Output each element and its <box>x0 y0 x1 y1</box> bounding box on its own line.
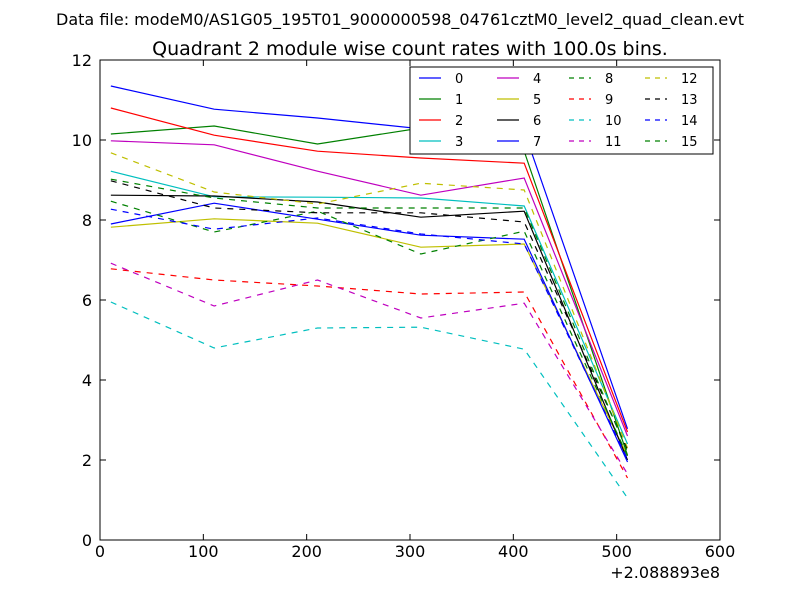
x-tick-label: 400 <box>498 542 529 561</box>
legend-label: 14 <box>681 114 698 129</box>
series-line-10 <box>110 301 629 499</box>
legend-entry-11: 11 <box>569 135 622 150</box>
legend-label: 7 <box>533 135 541 150</box>
y-tick-label: 2 <box>82 451 92 470</box>
legend-label: 6 <box>533 114 541 129</box>
x-tick-label: 0 <box>95 542 105 561</box>
series-line-15 <box>110 178 629 453</box>
legend-entry-7: 7 <box>497 135 541 150</box>
legend-label: 10 <box>605 114 622 129</box>
x-tick-label: 100 <box>188 542 219 561</box>
legend-label: 5 <box>533 93 541 108</box>
legend-entry-10: 10 <box>569 114 622 129</box>
legend-label: 8 <box>605 72 613 87</box>
series-line-6 <box>110 194 629 461</box>
legend-label: 15 <box>681 135 698 150</box>
series-line-12 <box>110 152 629 449</box>
y-tick-label: 0 <box>82 531 92 550</box>
legend-label: 9 <box>605 93 613 108</box>
chart-title: Quadrant 2 module wise count rates with … <box>152 38 668 60</box>
legend-label: 2 <box>455 114 463 129</box>
x-tick-label: 600 <box>705 542 736 561</box>
x-tick-label: 300 <box>395 542 426 561</box>
legend-entry-3: 3 <box>419 135 463 150</box>
y-axis-tick-labels: 0 2 4 6 8 10 12 <box>72 51 92 550</box>
series-line-8 <box>110 200 629 457</box>
plot-frame <box>99 59 721 541</box>
y-tick-label: 10 <box>72 131 92 150</box>
series-line-3 <box>110 170 629 445</box>
legend-entry-15: 15 <box>645 135 698 150</box>
series-line-9 <box>110 268 629 479</box>
legend-entry-6: 6 <box>497 114 541 129</box>
x-tick-label: 500 <box>601 542 632 561</box>
legend-label: 4 <box>533 72 541 87</box>
series-layer <box>110 85 629 499</box>
legend-entry-2: 2 <box>419 114 463 129</box>
series-line-14 <box>110 208 629 460</box>
legend-entry-14: 14 <box>645 114 698 129</box>
y-tick-label: 6 <box>82 291 92 310</box>
series-line-2 <box>110 107 629 433</box>
x-axis-tick-labels: 0 100 200 300 400 500 600 <box>95 542 735 561</box>
legend-entry-0: 0 <box>419 72 463 87</box>
y-tick-label: 4 <box>82 371 92 390</box>
figure-suptitle: Data file: modeM0/AS1G05_195T01_90000005… <box>56 10 744 30</box>
series-line-13 <box>110 180 629 451</box>
legend-label: 12 <box>681 72 698 87</box>
series-line-7 <box>110 202 629 463</box>
series-line-4 <box>110 140 629 437</box>
y-tick-label: 8 <box>82 211 92 230</box>
legend-entry-1: 1 <box>419 93 463 108</box>
legend-entry-13: 13 <box>645 93 698 108</box>
legend-label: 13 <box>681 93 698 108</box>
legend-label: 1 <box>455 93 463 108</box>
legend-entry-4: 4 <box>497 72 541 87</box>
legend-label: 3 <box>455 135 463 150</box>
series-line-1 <box>110 125 629 456</box>
legend-entry-12: 12 <box>645 72 698 87</box>
legend-entry-8: 8 <box>569 72 613 87</box>
x-axis-offset-label: +2.088893e8 <box>610 563 720 582</box>
legend-entry-9: 9 <box>569 93 613 108</box>
legend-label: 0 <box>455 72 463 87</box>
legend-label: 11 <box>605 135 622 150</box>
series-line-0 <box>110 85 629 429</box>
legend-box <box>409 66 714 155</box>
legend-entry-5: 5 <box>497 93 541 108</box>
y-tick-label: 12 <box>72 51 92 70</box>
x-tick-label: 200 <box>291 542 322 561</box>
